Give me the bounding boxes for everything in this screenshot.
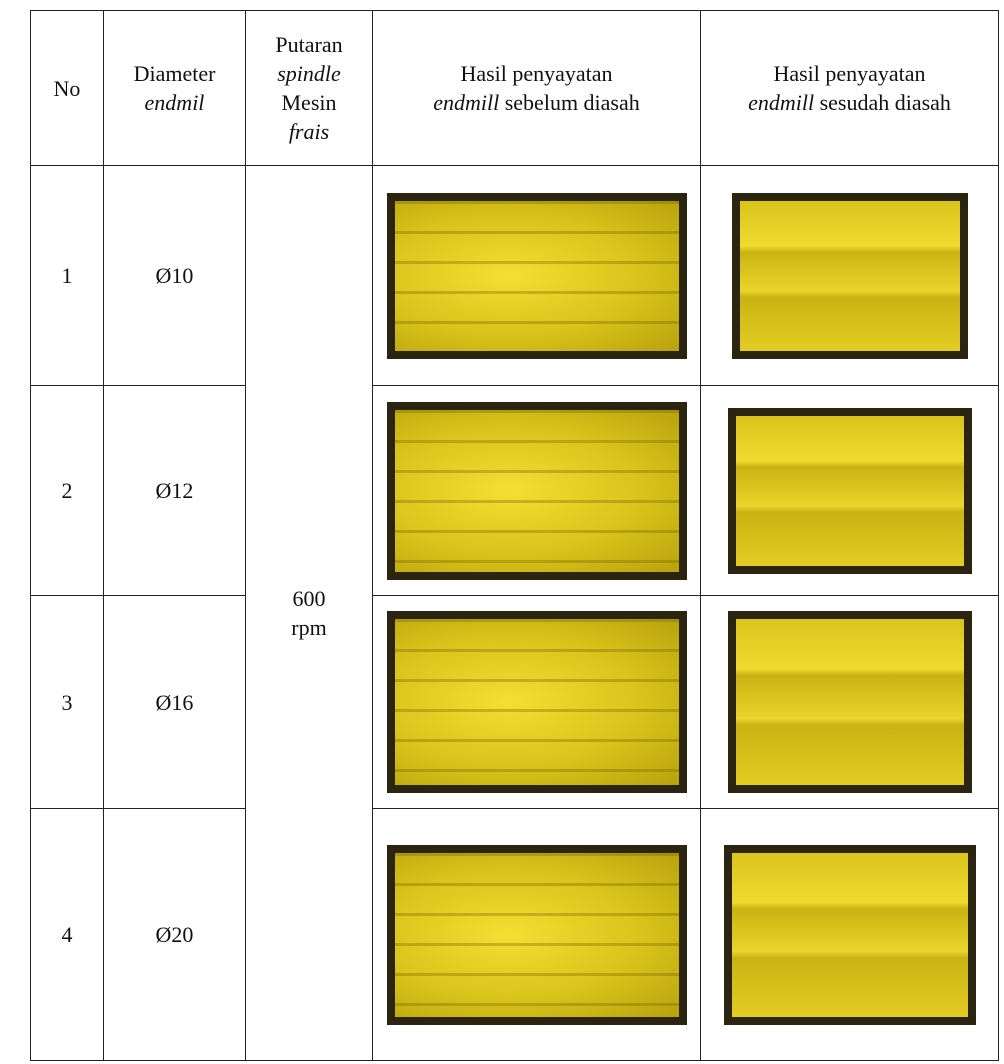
photo-before — [387, 611, 687, 793]
photo-surface — [736, 619, 964, 785]
photo-surface — [395, 619, 679, 785]
photo-surface — [395, 410, 679, 572]
header-text: Hasil penyayatan — [460, 61, 612, 86]
cell: 1 — [31, 166, 104, 386]
header-cell: Putaran spindle Mesin frais — [246, 11, 373, 166]
photo-cell — [701, 386, 999, 596]
header-text: Putaran — [275, 32, 342, 57]
header-text: No — [54, 76, 81, 101]
spindle-text: 600 — [293, 586, 326, 611]
header-text: sesudah diasah — [820, 90, 951, 115]
page: {"table": { "header": [["No"], ["Diamete… — [0, 0, 1004, 1064]
spindle-text: rpm — [291, 615, 326, 640]
header-text: sebelum diasah — [505, 90, 640, 115]
photo-surface — [732, 853, 968, 1017]
cell: Ø16 — [104, 596, 246, 809]
photo-before — [387, 402, 687, 580]
spindle-cell: 600 rpm — [246, 166, 373, 1061]
cell: 2 — [31, 386, 104, 596]
header-text: Hasil penyayatan — [773, 61, 925, 86]
header-text: spindle — [277, 61, 341, 86]
photo-surface — [395, 853, 679, 1017]
results-table: No Diameter endmil Putaran spindle Mesin fra… — [30, 10, 999, 1061]
cell: Ø10 — [104, 166, 246, 386]
photo-after — [728, 611, 972, 793]
photo-before — [387, 193, 687, 359]
header-cell: Hasil penyayatan endmill sebelum diasah — [373, 11, 701, 166]
cell: Ø20 — [104, 809, 246, 1061]
cell: Ø12 — [104, 386, 246, 596]
photo-cell — [373, 596, 701, 809]
header-row: No Diameter endmil Putaran spindle Mesin fra… — [31, 11, 999, 166]
photo-after — [728, 408, 972, 574]
photo-cell — [701, 596, 999, 809]
photo-cell — [373, 386, 701, 596]
photo-after — [724, 845, 976, 1025]
photo-surface — [395, 201, 679, 351]
photo-before — [387, 845, 687, 1025]
header-cell: Hasil penyayatan endmill sesudah diasah — [701, 11, 999, 166]
photo-surface — [736, 416, 964, 566]
header-text: endmill — [748, 90, 814, 115]
header-text: Mesin — [282, 90, 337, 115]
photo-cell — [373, 809, 701, 1061]
cell: 3 — [31, 596, 104, 809]
photo-cell — [701, 809, 999, 1061]
header-text: Diameter — [134, 61, 216, 86]
header-cell: Diameter endmil — [104, 11, 246, 166]
header-text: endmill — [433, 90, 499, 115]
header-cell: No — [31, 11, 104, 166]
photo-cell — [701, 166, 999, 386]
cell: 4 — [31, 809, 104, 1061]
photo-cell — [373, 166, 701, 386]
photo-surface — [740, 201, 960, 351]
header-text: endmil — [145, 90, 205, 115]
header-text: frais — [289, 119, 329, 144]
photo-after — [732, 193, 968, 359]
